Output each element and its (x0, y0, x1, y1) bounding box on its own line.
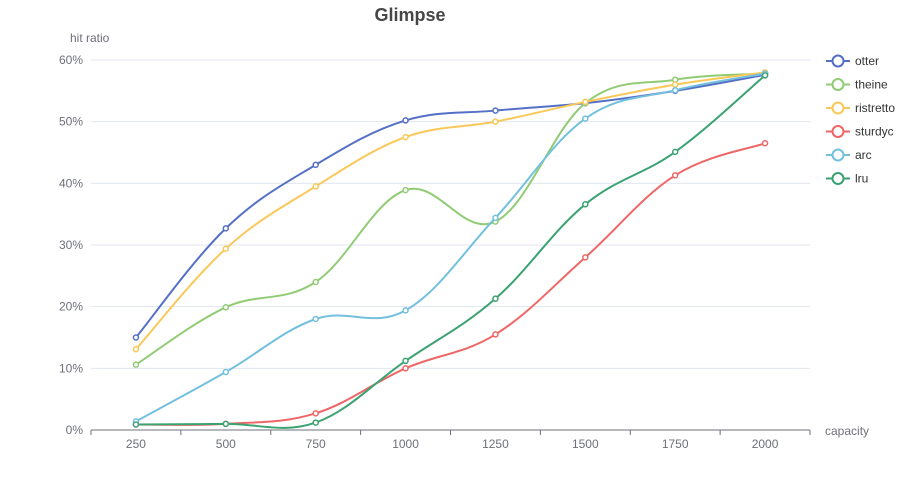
legend-label: lru (855, 172, 868, 186)
data-point-ristretto[interactable] (402, 133, 409, 141)
series-line-otter (135, 73, 766, 339)
legend-item-lru[interactable]: lru (826, 172, 868, 186)
x-tick-label: 1000 (392, 437, 419, 451)
x-tick-label: 1250 (482, 437, 509, 451)
data-point-otter[interactable] (402, 117, 409, 124)
data-point-ristretto[interactable] (222, 245, 230, 252)
x-tick-label: 2000 (752, 437, 779, 451)
legend-marker-icon (831, 78, 845, 91)
data-point-lru[interactable] (312, 419, 319, 426)
data-point-lru[interactable] (492, 295, 499, 302)
data-point-ristretto[interactable] (582, 98, 589, 106)
series-lru (132, 72, 769, 429)
legend-marker-icon (831, 125, 845, 138)
data-point-arc[interactable] (312, 315, 319, 323)
data-point-sturdyc[interactable] (402, 365, 409, 372)
data-point-sturdyc[interactable] (312, 410, 319, 417)
data-point-arc[interactable] (492, 214, 499, 222)
x-tick-label: 1500 (572, 437, 599, 451)
data-point-otter[interactable] (132, 334, 140, 341)
data-point-lru[interactable] (671, 148, 679, 156)
data-point-theine[interactable] (222, 304, 230, 311)
series-line-lru (135, 74, 766, 429)
y-axis-ticks: 0% 10% 20% 30% 40% 50% 60% (59, 53, 83, 437)
y-tick-label: 0% (66, 423, 84, 437)
legend-label: ristretto (855, 101, 895, 115)
y-axis-label: hit ratio (70, 31, 110, 45)
data-point-lru[interactable] (132, 421, 140, 428)
x-axis (90, 429, 811, 435)
legend-item-arc[interactable]: arc (826, 148, 872, 162)
legend-marker-icon (831, 101, 845, 115)
chart-title: Glimpse (374, 5, 445, 25)
x-axis-label: capacity (825, 424, 869, 438)
y-tick-label: 10% (59, 361, 83, 375)
legend-label: theine (855, 78, 888, 92)
data-point-lru[interactable] (222, 420, 230, 428)
series-otter (132, 71, 769, 341)
legend-item-theine[interactable]: theine (826, 78, 888, 92)
legend-label: otter (855, 54, 879, 68)
data-point-theine[interactable] (402, 186, 409, 194)
legend-item-otter[interactable]: otter (826, 54, 879, 68)
data-point-lru[interactable] (402, 357, 409, 365)
x-axis-ticks: 250 500 750 1000 1250 1500 1750 2000 (126, 437, 779, 451)
data-point-sturdyc[interactable] (671, 172, 679, 179)
legend-marker-icon (831, 148, 845, 162)
data-point-arc[interactable] (222, 368, 230, 376)
data-point-sturdyc[interactable] (761, 140, 769, 147)
y-tick-label: 20% (59, 300, 83, 314)
data-point-arc[interactable] (402, 307, 409, 314)
legend-marker-icon (831, 172, 845, 185)
series-arc (132, 70, 769, 425)
data-point-ristretto[interactable] (132, 345, 140, 353)
y-tick-label: 60% (59, 53, 83, 67)
y-tick-label: 40% (59, 176, 83, 190)
legend-item-sturdyc[interactable]: sturdyc (826, 125, 894, 139)
data-point-arc[interactable] (582, 115, 589, 122)
series-line-arc (135, 72, 766, 423)
data-point-sturdyc[interactable] (582, 254, 589, 261)
data-point-ristretto[interactable] (312, 183, 319, 190)
data-point-otter[interactable] (312, 161, 319, 169)
x-tick-label: 250 (126, 437, 146, 451)
series-line-theine (135, 72, 766, 366)
data-point-lru[interactable] (582, 201, 589, 208)
data-point-ristretto[interactable] (492, 118, 499, 125)
y-tick-label: 50% (59, 115, 83, 129)
x-tick-label: 1750 (662, 437, 689, 451)
x-tick-label: 750 (306, 437, 326, 451)
y-tick-label: 30% (59, 238, 83, 252)
legend-marker-icon (831, 54, 845, 68)
legend-label: sturdyc (855, 125, 894, 139)
data-point-otter[interactable] (222, 225, 230, 232)
series-line-sturdyc (135, 142, 766, 426)
data-point-theine[interactable] (312, 278, 319, 286)
x-tick-label: 500 (216, 437, 236, 451)
legend-item-ristretto[interactable]: ristretto (826, 101, 895, 115)
data-point-lru[interactable] (761, 72, 769, 79)
series-theine (132, 70, 769, 368)
data-point-arc[interactable] (671, 86, 679, 94)
legend-label: arc (855, 148, 872, 162)
data-point-sturdyc[interactable] (492, 331, 499, 338)
data-point-otter[interactable] (492, 107, 499, 114)
data-point-theine[interactable] (132, 361, 140, 368)
data-point-ristretto[interactable] (671, 81, 679, 88)
legend[interactable]: otter theine ristretto sturdyc arc lru (826, 54, 895, 186)
series-lines (132, 69, 769, 429)
